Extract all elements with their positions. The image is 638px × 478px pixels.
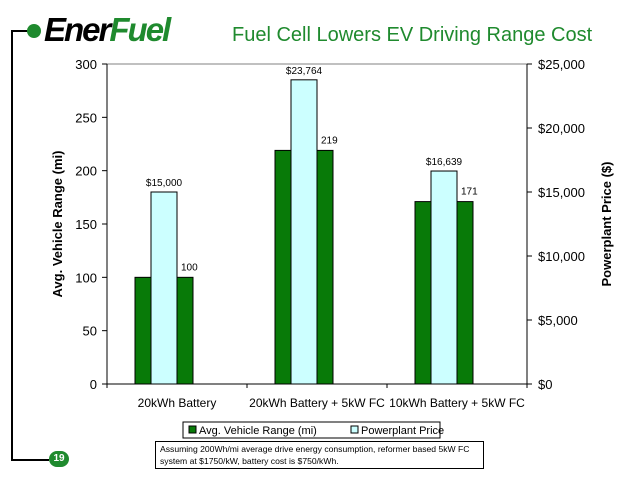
logo-text-ener: Ener <box>44 11 111 48</box>
y-tick-label-right: $25,000 <box>538 57 585 72</box>
legend-swatch-price <box>350 425 359 434</box>
range-bar <box>456 201 474 385</box>
price-bar <box>430 170 458 385</box>
range-data-label: 219 <box>321 135 338 146</box>
price-data-label: $16,639 <box>426 157 463 168</box>
range-data-label: 171 <box>461 187 478 198</box>
y-tick-label-left: 250 <box>75 110 97 125</box>
legend-label-price: Powerplant Price <box>361 425 444 437</box>
y-axis-title-right: Powerplant Price ($) <box>599 162 614 287</box>
y-tick-label-left: 100 <box>75 270 97 285</box>
y-tick-label-left: 300 <box>75 57 97 72</box>
y-axis-title-left: Avg. Vehicle Range (mi) <box>50 151 65 298</box>
y-tick-label-right: $10,000 <box>538 249 585 264</box>
y-tick-label-right: $15,000 <box>538 185 585 200</box>
range-bar <box>316 149 334 385</box>
frame-line-left <box>11 30 13 461</box>
y-tick-label-right: $20,000 <box>538 121 585 136</box>
y-tick-label-right: $5,000 <box>538 313 578 328</box>
y-tick-label-right: $0 <box>538 377 552 392</box>
price-data-label: $15,000 <box>146 178 183 189</box>
y-tick-label-left: 200 <box>75 164 97 179</box>
logo-text-fuel: Fuel <box>109 11 171 48</box>
range-data-label: 100 <box>181 262 198 273</box>
range-bar <box>414 201 432 385</box>
footnote: Assuming 200Wh/mi average drive energy c… <box>155 441 484 469</box>
range-bar <box>176 276 194 385</box>
y-tick-label-left: 0 <box>90 377 97 392</box>
legend-box <box>182 421 441 439</box>
x-category-label: 20kWh Battery <box>138 396 217 410</box>
y-tick-label-left: 150 <box>75 217 97 232</box>
frame-line-bottom <box>11 459 49 461</box>
legend-label-range: Avg. Vehicle Range (mi) <box>199 425 317 437</box>
price-data-label: $23,764 <box>286 66 323 77</box>
range-bar <box>274 149 292 385</box>
x-category-label: 10kWh Battery + 5kW FC <box>389 396 525 410</box>
page-number-badge: 19 <box>49 451 69 467</box>
range-bar <box>134 276 152 385</box>
price-bar <box>150 191 178 385</box>
y-tick-label-left: 50 <box>83 324 97 339</box>
logo-dot-icon <box>27 24 41 38</box>
legend-swatch-range <box>188 425 197 434</box>
x-category-label: 20kWh Battery + 5kW FC <box>249 396 385 410</box>
price-bar <box>290 79 318 385</box>
page-title: Fuel Cell Lowers EV Driving Range Cost <box>232 24 593 46</box>
frame-line-top <box>11 30 33 32</box>
enerfuel-logo: EnerFuel <box>44 11 171 48</box>
